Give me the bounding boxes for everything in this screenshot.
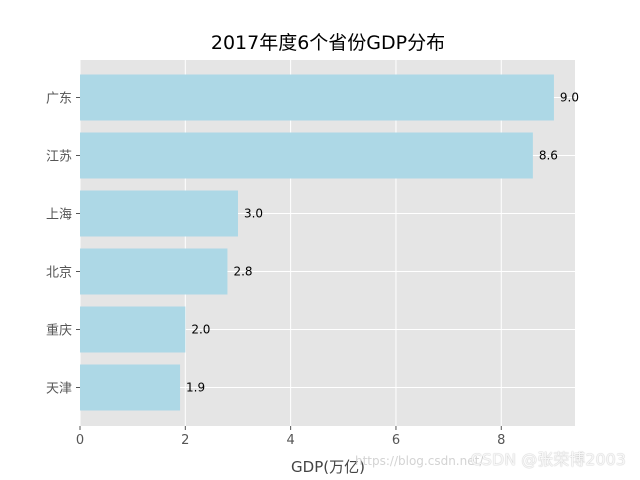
x-tick-label: 2 (181, 433, 189, 448)
x-axis: 0 2 4 6 8 (76, 426, 505, 448)
bar (80, 248, 228, 295)
watermark: CSDN @张荣博2003 (470, 450, 626, 469)
bar (80, 190, 238, 237)
x-tick-label: 0 (76, 433, 84, 448)
x-tick-label: 8 (497, 433, 505, 448)
bar (80, 74, 554, 121)
x-tick-label: 6 (392, 433, 400, 448)
bar-value-label: 8.6 (539, 149, 558, 163)
x-tick-label: 4 (286, 433, 294, 448)
bar (80, 306, 186, 353)
y-tick-label: 重庆 (46, 323, 72, 339)
bar-value-label: 9.0 (560, 91, 579, 105)
bar-value-label: 2.0 (191, 323, 210, 337)
y-tick-label: 北京 (46, 266, 72, 281)
bar-value-label: 1.9 (186, 381, 205, 395)
value-labels: 9.0 8.6 3.0 2.8 2.0 1.9 (186, 91, 579, 395)
y-tick-label: 江苏 (46, 149, 72, 165)
chart-title: 2017年度6个省份GDP分布 (211, 32, 445, 54)
bar (80, 364, 181, 411)
bar-value-label: 3.0 (244, 207, 263, 221)
watermark-url: https://blog.csdn.net/ (355, 454, 484, 468)
bars (80, 74, 554, 411)
y-tick-label: 天津 (46, 382, 72, 397)
bar-value-label: 2.8 (233, 265, 252, 279)
bar (80, 132, 533, 179)
x-axis-label: GDP(万亿) (291, 458, 365, 476)
y-tick-label: 上海 (46, 208, 72, 223)
y-tick-label: 广东 (46, 92, 72, 107)
